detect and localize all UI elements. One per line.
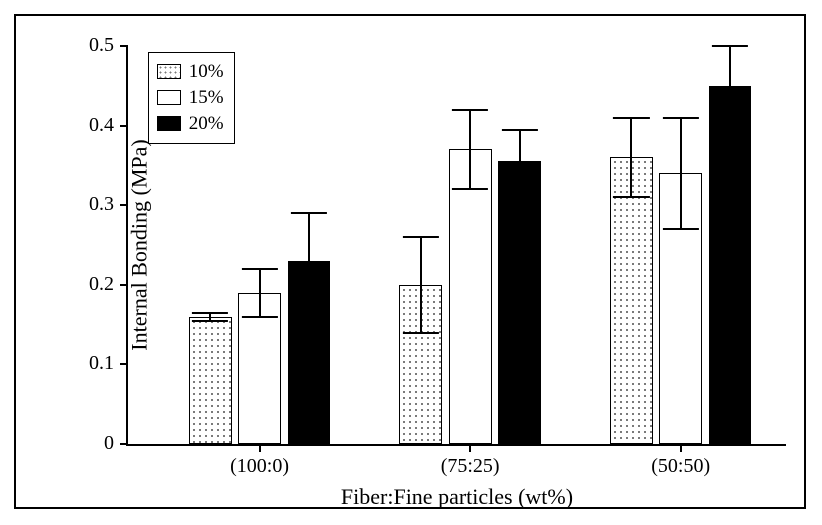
error-bar — [630, 118, 632, 198]
error-cap — [663, 117, 699, 119]
error-bar — [680, 118, 682, 229]
y-axis-title: Internal Bonding (MPa) — [127, 139, 153, 350]
x-tick — [259, 444, 261, 452]
chart-frame: Internal Bonding (MPa) Fiber:Fine partic… — [14, 14, 806, 509]
y-tick — [120, 125, 128, 127]
error-cap — [613, 196, 649, 198]
bar — [709, 86, 752, 444]
error-cap — [291, 212, 327, 214]
legend-label: 15% — [189, 85, 224, 111]
error-bar — [420, 237, 422, 333]
y-tick — [120, 204, 128, 206]
legend-item: 20% — [157, 111, 224, 137]
error-bar — [259, 269, 261, 317]
y-tick — [120, 284, 128, 286]
error-cap — [192, 320, 228, 322]
x-tick-label: (75:25) — [441, 455, 500, 478]
error-cap — [501, 129, 537, 131]
legend-swatch — [157, 64, 181, 79]
error-bar — [308, 213, 310, 309]
error-bar — [519, 130, 521, 194]
y-tick-label: 0.2 — [70, 273, 114, 296]
error-cap — [403, 332, 439, 334]
bar — [189, 317, 232, 444]
y-tick — [120, 443, 128, 445]
x-tick — [680, 444, 682, 452]
error-cap — [501, 192, 537, 194]
error-cap — [403, 236, 439, 238]
legend-label: 20% — [189, 111, 224, 137]
y-tick — [120, 45, 128, 47]
x-tick — [469, 444, 471, 452]
x-tick-label: (50:50) — [651, 455, 710, 478]
bar — [610, 157, 653, 444]
y-tick-label: 0.4 — [70, 114, 114, 137]
error-cap — [291, 308, 327, 310]
y-tick-label: 0.3 — [70, 193, 114, 216]
error-bar — [729, 46, 731, 126]
legend: 10%15%20% — [148, 52, 235, 144]
y-tick-label: 0.1 — [70, 352, 114, 375]
error-cap — [452, 188, 488, 190]
y-tick-label: 0 — [70, 432, 114, 455]
legend-label: 10% — [189, 59, 224, 85]
error-cap — [242, 268, 278, 270]
x-tick-label: (100:0) — [230, 455, 289, 478]
plot-area: Internal Bonding (MPa) Fiber:Fine partic… — [126, 46, 786, 446]
y-tick — [120, 363, 128, 365]
error-cap — [663, 228, 699, 230]
x-axis-title: Fiber:Fine particles (wt%) — [128, 484, 786, 510]
legend-swatch — [157, 90, 181, 105]
error-cap — [192, 312, 228, 314]
legend-swatch — [157, 116, 181, 131]
legend-item: 10% — [157, 59, 224, 85]
error-bar — [469, 110, 471, 190]
bar — [449, 149, 492, 444]
error-cap — [242, 316, 278, 318]
error-cap — [452, 109, 488, 111]
error-cap — [712, 45, 748, 47]
error-cap — [712, 125, 748, 127]
y-tick-label: 0.5 — [70, 34, 114, 57]
legend-item: 15% — [157, 85, 224, 111]
bar — [498, 161, 541, 444]
error-cap — [613, 117, 649, 119]
